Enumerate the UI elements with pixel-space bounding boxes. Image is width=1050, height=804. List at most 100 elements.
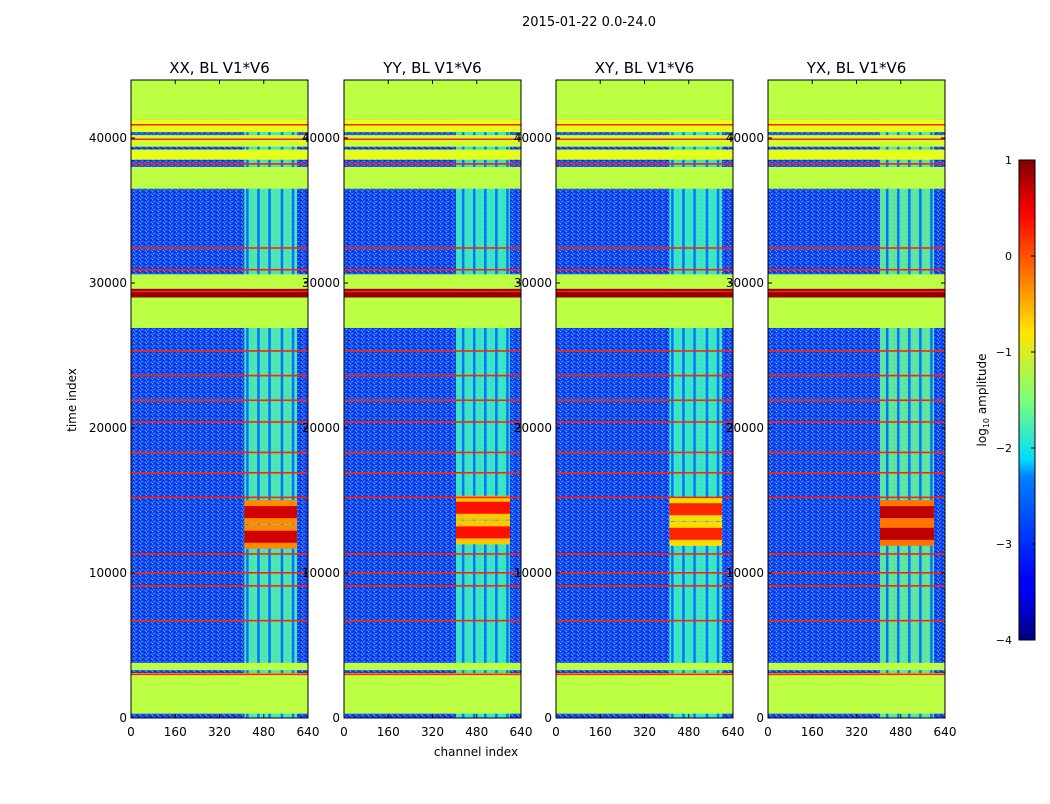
hot-region-core bbox=[244, 530, 297, 543]
y-tick-label: 0 bbox=[544, 711, 552, 725]
flagged-row-block bbox=[344, 167, 521, 189]
x-tick-label: 320 bbox=[421, 725, 444, 739]
flagged-row-block bbox=[131, 167, 308, 189]
hot-region-core bbox=[880, 506, 934, 519]
rfi-row-line bbox=[556, 619, 733, 622]
y-tick-label: 0 bbox=[332, 711, 340, 725]
flagged-row-block bbox=[131, 119, 308, 133]
band-line bbox=[671, 80, 674, 718]
rfi-row-line bbox=[768, 585, 945, 587]
band-line bbox=[896, 80, 900, 718]
colorbar-gradient bbox=[1018, 159, 1036, 641]
rfi-row-line bbox=[768, 268, 945, 271]
x-tick-label: 160 bbox=[164, 725, 187, 739]
band-line bbox=[257, 80, 260, 718]
flagged-row-block bbox=[768, 167, 945, 189]
flagged-row-block bbox=[556, 274, 733, 289]
rfi-row-line bbox=[344, 471, 521, 474]
rfi-row-line bbox=[131, 247, 308, 249]
x-tick-label: 480 bbox=[889, 725, 912, 739]
rfi-row-line bbox=[556, 471, 733, 474]
rfi-row-line bbox=[768, 471, 945, 474]
rfi-row-line bbox=[768, 421, 945, 423]
rfi-row-line bbox=[768, 247, 945, 249]
x-tick-label: 0 bbox=[340, 725, 348, 739]
rfi-row-line bbox=[131, 399, 308, 402]
band-line bbox=[919, 80, 922, 718]
rfi-row-line bbox=[768, 553, 945, 555]
flagged-row-block bbox=[768, 675, 945, 714]
rfi-row-line bbox=[344, 123, 521, 126]
flagged-row-block bbox=[344, 662, 521, 671]
heatmap-panel: XX, BL V1*V6 0 160 320 480 640 0 10000 20000 3000… bbox=[89, 59, 320, 739]
colorbar-tick-label: −2 bbox=[996, 442, 1012, 455]
panel-title: XX, BL V1*V6 bbox=[169, 59, 270, 77]
flagged-row-block bbox=[131, 288, 308, 298]
flagged-row-block bbox=[768, 119, 945, 133]
y-tick-label: 40000 bbox=[89, 131, 127, 145]
band-line bbox=[280, 80, 284, 718]
rfi-row-line bbox=[131, 585, 308, 587]
flagged-row-block bbox=[556, 80, 733, 120]
rfi-row-line bbox=[768, 290, 945, 293]
rfi-row-line bbox=[768, 138, 945, 141]
x-tick-label: 320 bbox=[633, 725, 656, 739]
rfi-row-line bbox=[131, 421, 308, 423]
rfi-row-line bbox=[344, 451, 521, 454]
rfi-row-line bbox=[344, 585, 521, 587]
rfi-row-line bbox=[344, 553, 521, 555]
rfi-row-line bbox=[131, 163, 308, 165]
y-tick-label: 30000 bbox=[89, 276, 127, 290]
flagged-row-block bbox=[556, 662, 733, 671]
band-line bbox=[472, 80, 476, 718]
panel-title: YX, BL V1*V6 bbox=[806, 59, 907, 77]
y-tick-label: 10000 bbox=[89, 566, 127, 580]
flagged-row-block bbox=[556, 675, 733, 714]
rfi-row-line bbox=[768, 572, 945, 574]
rfi-row-line bbox=[344, 496, 521, 499]
heatmap-panel: YX, BL V1*V6 0 160 320 480 640 0 10000 20000 3000… bbox=[726, 59, 957, 739]
flagged-row-block bbox=[344, 297, 521, 328]
flagged-row-block bbox=[344, 274, 521, 289]
rfi-row-line bbox=[344, 673, 521, 676]
colorbar-tick-label: 0 bbox=[1005, 250, 1012, 263]
rfi-row-line bbox=[556, 421, 733, 423]
flagged-row-block bbox=[556, 149, 733, 160]
hot-region-core bbox=[880, 527, 934, 540]
flagged-row-block bbox=[556, 288, 733, 298]
rfi-row-line bbox=[344, 619, 521, 622]
band-line bbox=[705, 80, 709, 718]
rfi-row-line bbox=[344, 374, 521, 377]
flagged-row-block bbox=[131, 662, 308, 671]
hot-region-core bbox=[456, 501, 510, 514]
rfi-row-line bbox=[131, 572, 308, 574]
rfi-row-line bbox=[556, 123, 733, 126]
band-line bbox=[495, 80, 498, 718]
y-tick-label: 20000 bbox=[89, 421, 127, 435]
y-tick-label: 40000 bbox=[726, 131, 764, 145]
x-tick-label: 320 bbox=[845, 725, 868, 739]
rfi-row-line bbox=[768, 123, 945, 126]
band-line bbox=[908, 80, 911, 718]
x-tick-label: 480 bbox=[252, 725, 275, 739]
colorbar-label-rest: amplitude bbox=[975, 354, 989, 418]
y-tick-label: 40000 bbox=[514, 131, 552, 145]
flagged-row-block bbox=[344, 80, 521, 120]
y-tick-label: 10000 bbox=[726, 566, 764, 580]
rfi-row-line bbox=[556, 585, 733, 587]
band-line bbox=[885, 80, 889, 718]
rfi-row-line bbox=[344, 268, 521, 271]
x-tick-label: 640 bbox=[722, 725, 745, 739]
rfi-row-line bbox=[768, 163, 945, 165]
rfi-row-line bbox=[556, 163, 733, 165]
x-tick-label: 640 bbox=[934, 725, 957, 739]
figure-suptitle: 2015-01-22 0.0-24.0 bbox=[522, 15, 656, 30]
rfi-row-line bbox=[131, 471, 308, 474]
panels-group: XX, BL V1*V6 0 160 320 480 640 0 10000 20000 3000… bbox=[89, 59, 957, 739]
colorbar: 10−1−2−3−4 log10 amplitude bbox=[975, 154, 1036, 647]
rfi-row-line bbox=[131, 290, 308, 293]
panel-title: XY, BL V1*V6 bbox=[595, 59, 695, 77]
flagged-row-block bbox=[768, 149, 945, 160]
